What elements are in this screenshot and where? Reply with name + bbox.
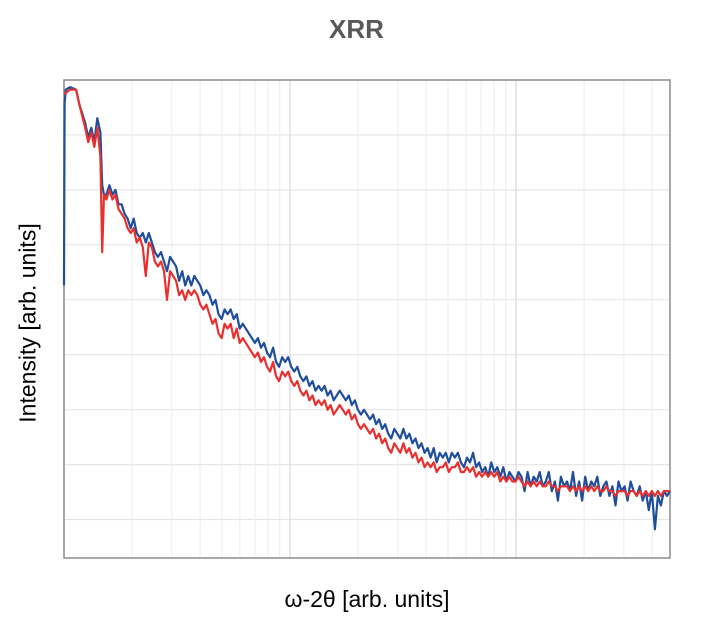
measured-curve: [62, 86, 671, 531]
x-axis-label: ω-2θ [arb. units]: [284, 586, 450, 612]
y-axis-label: Intensity [arb. units]: [14, 223, 41, 423]
plot-frame: [63, 79, 671, 559]
fit-curve: [63, 88, 670, 497]
chart-title: XRR: [329, 14, 384, 44]
